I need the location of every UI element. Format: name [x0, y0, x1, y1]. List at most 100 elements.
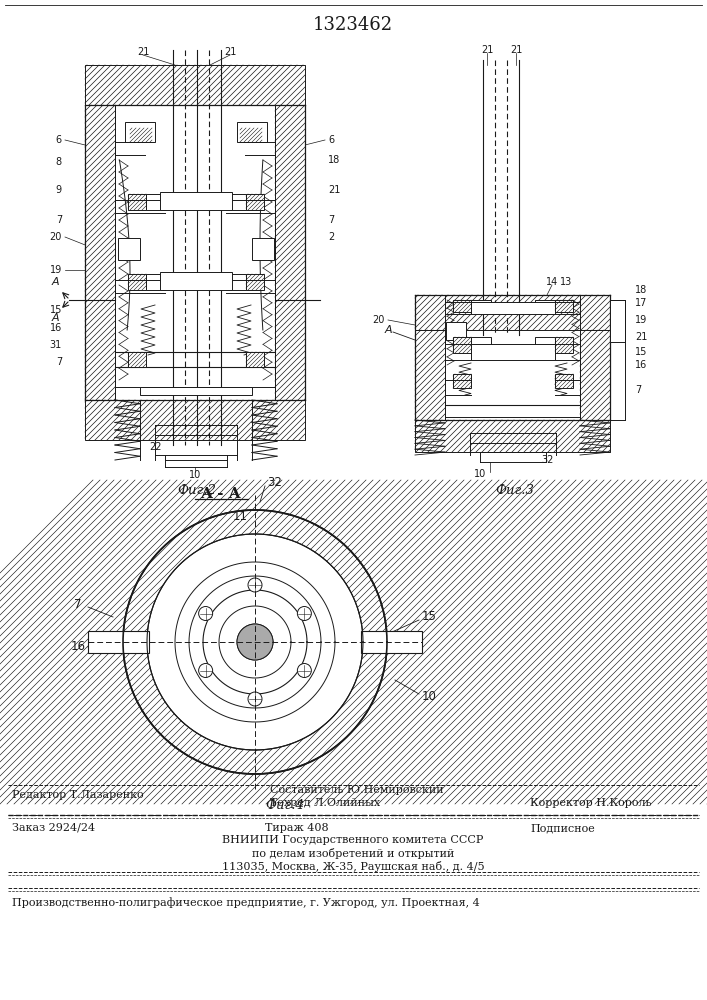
Bar — [555, 300, 573, 312]
Text: 18: 18 — [328, 155, 340, 165]
Text: 20: 20 — [49, 232, 62, 242]
Text: 21: 21 — [328, 185, 340, 195]
Bar — [555, 337, 573, 353]
Bar — [146, 274, 166, 290]
Bar — [128, 274, 146, 290]
Text: А: А — [51, 313, 59, 323]
Text: Составитель Ю.Немировский: Составитель Ю.Немировский — [270, 785, 443, 795]
Text: 10: 10 — [189, 470, 201, 480]
Text: 10: 10 — [474, 469, 486, 479]
Text: Заказ 2924/24: Заказ 2924/24 — [12, 823, 95, 833]
Circle shape — [199, 606, 213, 620]
Text: А: А — [51, 277, 59, 287]
Circle shape — [123, 510, 387, 774]
Bar — [226, 274, 246, 290]
Bar — [610, 300, 625, 342]
Text: А: А — [385, 325, 392, 335]
Text: 21: 21 — [510, 45, 522, 55]
Text: 14: 14 — [94, 75, 106, 85]
Bar — [240, 128, 262, 142]
Bar — [415, 330, 445, 420]
Circle shape — [237, 624, 273, 660]
Bar — [453, 300, 471, 312]
Bar — [160, 192, 232, 210]
Bar — [275, 105, 305, 400]
Text: 15: 15 — [49, 305, 62, 315]
Text: Техред Л.Олийных: Техред Л.Олийных — [270, 798, 380, 808]
Bar — [85, 400, 305, 440]
Text: 19: 19 — [49, 265, 62, 275]
Bar — [535, 337, 555, 353]
Circle shape — [298, 606, 311, 620]
Bar — [453, 337, 471, 353]
Text: 15: 15 — [422, 610, 437, 624]
Text: 16: 16 — [49, 323, 62, 333]
Bar — [246, 274, 264, 290]
Text: Производственно-полиграфическое предприятие, г. Ужгород, ул. Проектная, 4: Производственно-полиграфическое предприя… — [12, 897, 480, 908]
Bar — [115, 105, 275, 400]
Bar — [125, 122, 155, 142]
Text: Фиг.2: Фиг.2 — [177, 484, 216, 497]
Bar — [88, 631, 149, 653]
Circle shape — [298, 664, 311, 678]
Text: 15: 15 — [635, 347, 648, 357]
Bar — [128, 194, 146, 210]
Text: 16: 16 — [71, 641, 86, 654]
Text: 2: 2 — [328, 232, 334, 242]
Text: 7: 7 — [74, 597, 82, 610]
Text: Редактор Т.Лазаренко: Редактор Т.Лазаренко — [12, 790, 144, 800]
Text: 21: 21 — [481, 45, 493, 55]
Bar — [226, 194, 246, 210]
Text: Фиг.4: Фиг.4 — [266, 799, 305, 812]
Text: 10: 10 — [422, 690, 437, 704]
Text: Тираж 408: Тираж 408 — [265, 823, 329, 833]
Bar — [85, 65, 305, 105]
Bar — [535, 300, 555, 312]
Text: A - A: A - A — [199, 487, 240, 501]
Circle shape — [248, 578, 262, 592]
Text: 17: 17 — [635, 298, 648, 308]
Circle shape — [199, 664, 213, 678]
Text: 8: 8 — [56, 157, 62, 167]
Text: 32: 32 — [267, 476, 282, 488]
Bar — [85, 105, 115, 400]
Text: 6: 6 — [328, 135, 334, 145]
Bar — [415, 295, 610, 330]
Text: 1323462: 1323462 — [313, 16, 393, 34]
Bar — [237, 122, 267, 142]
Bar — [580, 330, 610, 420]
Text: по делам изобретений и открытий: по делам изобретений и открытий — [252, 848, 454, 859]
Bar — [471, 300, 491, 312]
Bar — [445, 295, 580, 420]
Bar — [471, 337, 491, 353]
Text: 9: 9 — [56, 185, 62, 195]
Text: Подписное: Подписное — [530, 823, 595, 833]
Text: 7: 7 — [56, 357, 62, 367]
Text: 113035, Москва, Ж-35, Раушская наб., д. 4/5: 113035, Москва, Ж-35, Раушская наб., д. … — [222, 861, 484, 872]
Circle shape — [248, 692, 262, 706]
Bar — [140, 387, 252, 395]
Bar — [93, 480, 417, 804]
Text: 7: 7 — [635, 385, 641, 395]
Text: 7: 7 — [56, 215, 62, 225]
Bar — [246, 352, 264, 367]
Bar — [446, 322, 466, 340]
Bar — [246, 194, 264, 210]
Text: 21: 21 — [635, 332, 648, 342]
Bar — [146, 194, 166, 210]
Bar — [555, 374, 573, 388]
Text: 18: 18 — [635, 285, 647, 295]
Circle shape — [147, 534, 363, 750]
Bar — [471, 302, 555, 314]
Bar — [130, 128, 152, 142]
Bar — [471, 344, 555, 360]
Text: 19: 19 — [635, 315, 647, 325]
Bar — [160, 272, 232, 290]
Text: 22: 22 — [452, 435, 464, 445]
Text: 21: 21 — [137, 47, 149, 57]
Text: 7: 7 — [328, 215, 334, 225]
Bar — [118, 238, 140, 260]
Text: 20: 20 — [373, 315, 385, 325]
Text: ВНИИПИ Государственного комитета СССР: ВНИИПИ Государственного комитета СССР — [222, 835, 484, 845]
Text: 13: 13 — [111, 73, 123, 83]
